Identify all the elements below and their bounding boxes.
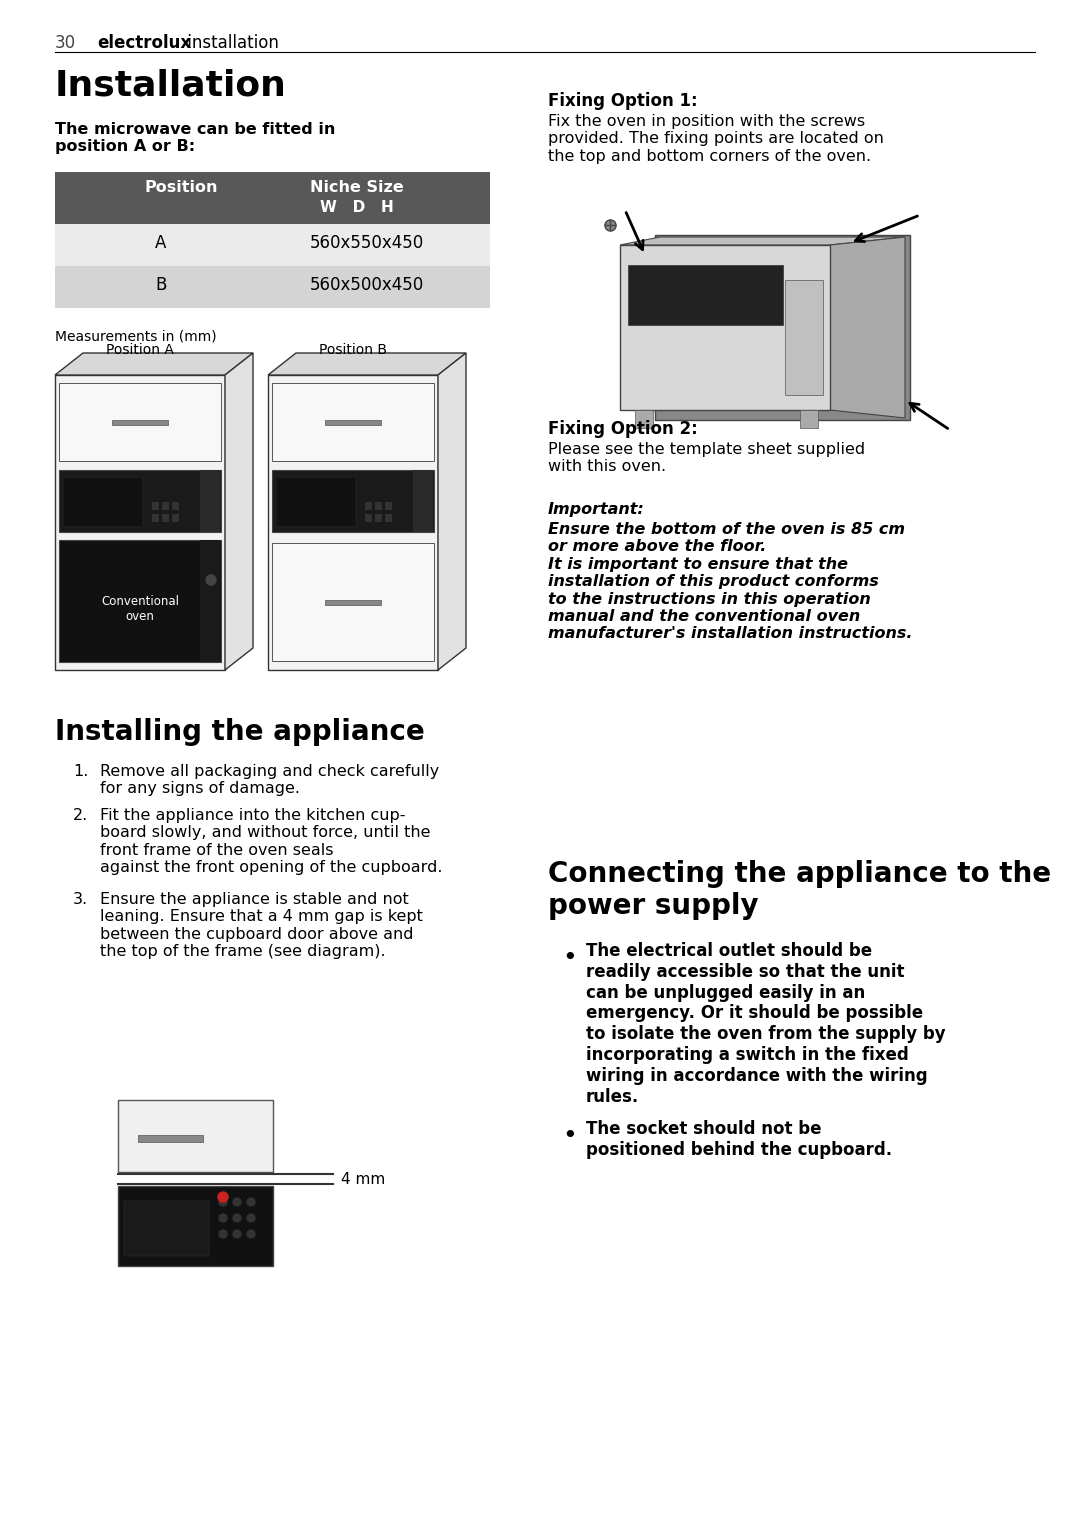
Text: Position A: Position A bbox=[106, 343, 174, 357]
Text: The socket should not be
positioned behind the cupboard.: The socket should not be positioned behi… bbox=[586, 1120, 892, 1158]
Bar bbox=[365, 515, 372, 522]
Bar bbox=[59, 383, 221, 461]
Circle shape bbox=[233, 1198, 241, 1206]
Bar bbox=[59, 539, 221, 662]
Bar bbox=[55, 224, 490, 267]
Text: The microwave can be fitted in
position A or B:: The microwave can be fitted in position … bbox=[55, 123, 336, 155]
Text: 1.: 1. bbox=[73, 764, 89, 778]
Text: installation: installation bbox=[183, 34, 279, 52]
Bar bbox=[55, 375, 225, 669]
Circle shape bbox=[247, 1198, 255, 1206]
Bar bbox=[124, 1201, 210, 1256]
Text: 2.: 2. bbox=[73, 807, 89, 823]
Circle shape bbox=[218, 1192, 228, 1203]
Bar bbox=[272, 542, 434, 660]
Bar bbox=[138, 1135, 203, 1141]
Polygon shape bbox=[831, 237, 905, 418]
Bar bbox=[276, 476, 356, 527]
Bar bbox=[118, 1186, 273, 1265]
Polygon shape bbox=[438, 352, 465, 669]
Text: 4 mm: 4 mm bbox=[341, 1172, 386, 1186]
Text: Position: Position bbox=[145, 179, 218, 195]
Bar bbox=[63, 476, 143, 527]
Bar bbox=[627, 265, 783, 325]
Bar bbox=[55, 172, 490, 224]
Bar bbox=[384, 515, 392, 522]
Text: •: • bbox=[562, 945, 577, 970]
Text: Niche Size: Niche Size bbox=[310, 179, 404, 195]
Bar bbox=[620, 245, 831, 411]
Bar bbox=[785, 280, 823, 395]
Polygon shape bbox=[55, 352, 253, 375]
Bar bbox=[325, 601, 381, 605]
Bar bbox=[200, 539, 220, 662]
Bar bbox=[384, 502, 392, 510]
Bar bbox=[118, 1100, 273, 1172]
Text: Please see the template sheet supplied
with this oven.: Please see the template sheet supplied w… bbox=[548, 443, 865, 475]
Text: Fixing Option 1:: Fixing Option 1: bbox=[548, 92, 698, 110]
Text: Conventional
oven: Conventional oven bbox=[102, 594, 179, 624]
Circle shape bbox=[219, 1213, 227, 1223]
Circle shape bbox=[233, 1213, 241, 1223]
Bar bbox=[162, 502, 168, 510]
Text: W   D   H: W D H bbox=[320, 201, 394, 214]
Bar bbox=[268, 375, 438, 669]
Text: Connecting the appliance to the
power supply: Connecting the appliance to the power su… bbox=[548, 859, 1051, 921]
Bar bbox=[112, 420, 168, 424]
Text: Ensure the appliance is stable and not
leaning. Ensure that a 4 mm gap is kept
b: Ensure the appliance is stable and not l… bbox=[100, 892, 423, 959]
Bar bbox=[272, 470, 434, 532]
Text: Remove all packaging and check carefully
for any signs of damage.: Remove all packaging and check carefully… bbox=[100, 764, 440, 797]
Text: The electrical outlet should be
readily accessible so that the unit
can be unplu: The electrical outlet should be readily … bbox=[586, 942, 946, 1106]
Bar bbox=[172, 502, 179, 510]
Bar bbox=[375, 502, 382, 510]
Bar bbox=[152, 502, 159, 510]
Text: Fit the appliance into the kitchen cup-
board slowly, and without force, until t: Fit the appliance into the kitchen cup- … bbox=[100, 807, 443, 875]
Circle shape bbox=[247, 1213, 255, 1223]
Text: Position B: Position B bbox=[319, 343, 387, 357]
Text: 30: 30 bbox=[55, 34, 76, 52]
Circle shape bbox=[233, 1230, 241, 1238]
Text: A: A bbox=[156, 234, 166, 251]
Bar bbox=[375, 515, 382, 522]
Circle shape bbox=[219, 1230, 227, 1238]
Bar bbox=[272, 383, 434, 461]
Bar bbox=[635, 411, 653, 427]
Text: •: • bbox=[562, 1124, 577, 1147]
Bar bbox=[325, 420, 381, 424]
Text: Fixing Option 2:: Fixing Option 2: bbox=[548, 420, 698, 438]
Bar bbox=[200, 470, 220, 532]
Bar bbox=[172, 515, 179, 522]
Bar bbox=[365, 502, 372, 510]
Text: Ensure the bottom of the oven is 85 cm
or more above the floor.
It is important : Ensure the bottom of the oven is 85 cm o… bbox=[548, 522, 913, 642]
Polygon shape bbox=[268, 352, 465, 375]
Text: 3.: 3. bbox=[73, 892, 89, 907]
Bar bbox=[152, 515, 159, 522]
Bar bbox=[59, 470, 221, 532]
Text: Fix the oven in position with the screws
provided. The fixing points are located: Fix the oven in position with the screws… bbox=[548, 113, 883, 164]
Bar bbox=[413, 470, 433, 532]
Polygon shape bbox=[620, 237, 905, 245]
Circle shape bbox=[219, 1198, 227, 1206]
Text: Installing the appliance: Installing the appliance bbox=[55, 719, 424, 746]
Circle shape bbox=[247, 1230, 255, 1238]
Text: Measurements in (mm): Measurements in (mm) bbox=[55, 329, 217, 345]
Text: 560x550x450: 560x550x450 bbox=[310, 234, 424, 251]
Polygon shape bbox=[654, 234, 910, 420]
Bar bbox=[162, 515, 168, 522]
Text: Installation: Installation bbox=[55, 67, 287, 103]
Bar bbox=[55, 267, 490, 308]
Polygon shape bbox=[225, 352, 253, 669]
Text: Important:: Important: bbox=[548, 502, 645, 516]
Text: 560x500x450: 560x500x450 bbox=[310, 276, 424, 294]
Text: electrolux: electrolux bbox=[97, 34, 191, 52]
Text: B: B bbox=[156, 276, 166, 294]
Bar bbox=[800, 411, 818, 427]
Circle shape bbox=[206, 574, 216, 585]
